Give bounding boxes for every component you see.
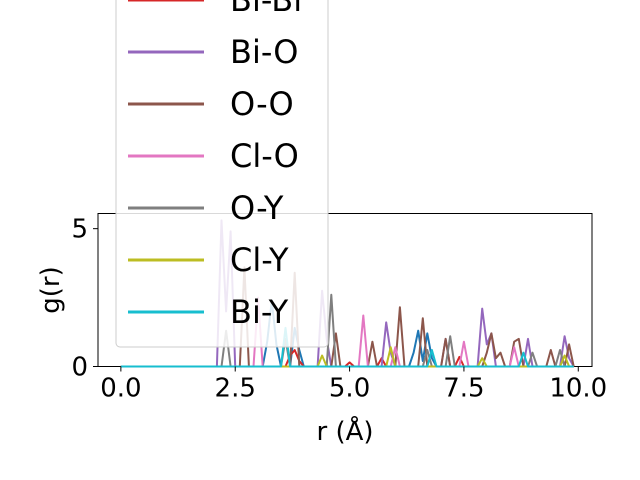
y-axis-label: g(r) (36, 266, 66, 313)
series-line-1 (120, 349, 574, 368)
legend-label: Cl-Y (230, 241, 289, 279)
legend-label: Bi-Bi (230, 0, 302, 19)
y-axis-ticks: 05 (71, 215, 98, 383)
x-tick-label: 5.0 (329, 374, 370, 404)
legend-label: O-O (230, 85, 294, 123)
y-tick-label: 5 (71, 215, 88, 245)
x-tick-label: 2.5 (215, 374, 256, 404)
y-tick-label: 0 (71, 353, 88, 383)
x-axis-label: r (Å) (316, 415, 373, 447)
legend-items: Bi-Bi Bi-O O-O Cl-O O-Y Cl-Y Bi-Y (128, 0, 302, 331)
x-tick-label: 0.0 (100, 374, 141, 404)
legend-label: Bi-Y (230, 293, 289, 331)
x-tick-label: 7.5 (443, 374, 484, 404)
legend: Bi-Bi Bi-O O-O Cl-O O-Y Cl-Y Bi-Y (115, 0, 329, 348)
x-axis-ticks: 0.0 2.5 5.0 7.5 10.0 (100, 366, 607, 404)
legend-label: Bi-O (230, 33, 298, 71)
x-tick-label: 10.0 (549, 374, 607, 404)
series-group (120, 219, 575, 368)
legend-label: Cl-O (230, 137, 299, 175)
legend-label: O-Y (230, 189, 284, 227)
